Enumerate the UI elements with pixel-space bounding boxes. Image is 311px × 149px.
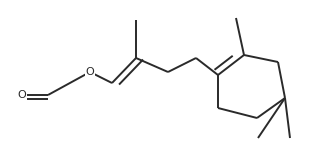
Text: O: O bbox=[18, 90, 26, 100]
Text: O: O bbox=[86, 67, 94, 77]
